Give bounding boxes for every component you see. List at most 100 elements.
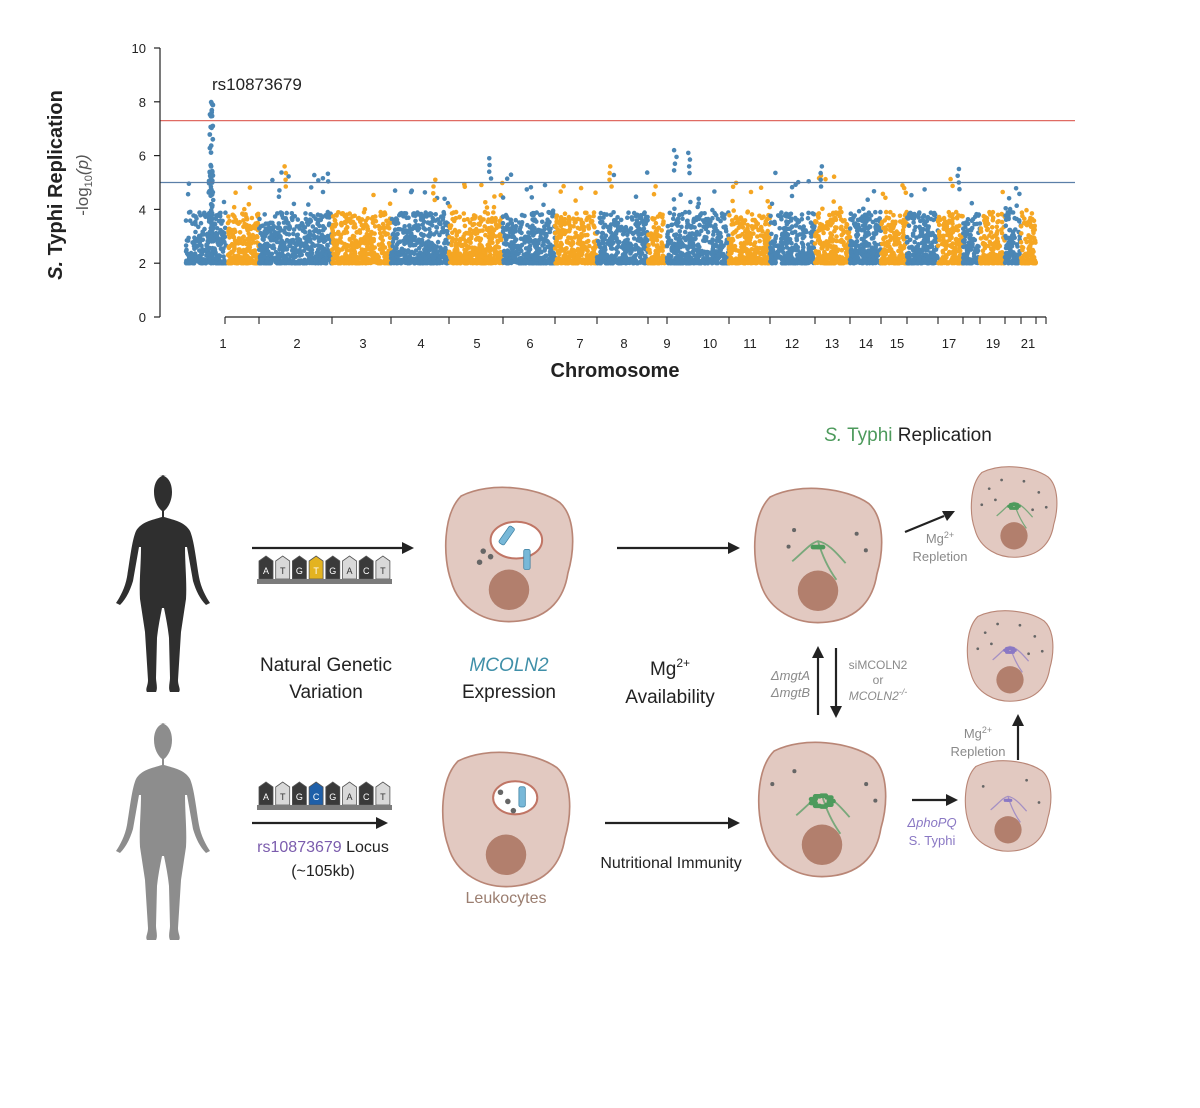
data-point (278, 234, 283, 239)
data-point (318, 253, 323, 259)
data-point (700, 259, 706, 265)
data-point (800, 252, 805, 258)
data-point (720, 214, 725, 219)
data-point (735, 217, 741, 223)
data-point (644, 170, 650, 175)
data-point (763, 221, 768, 227)
data-point (883, 209, 889, 215)
data-point (665, 234, 670, 240)
data-point (273, 237, 279, 243)
data-point (262, 231, 268, 236)
data-point (260, 236, 266, 242)
data-point (779, 210, 784, 215)
data-point (752, 240, 758, 245)
data-point (823, 251, 828, 257)
data-point (397, 227, 403, 232)
data-point (675, 223, 680, 228)
data-point (695, 243, 700, 248)
data-point (874, 242, 879, 248)
data-point (579, 231, 584, 237)
data-point (220, 218, 225, 224)
data-point (332, 217, 338, 223)
data-point (595, 238, 601, 244)
data-point (198, 220, 204, 226)
data-point (716, 231, 721, 237)
data-point (338, 232, 344, 238)
data-point (642, 239, 648, 245)
data-point (677, 255, 683, 261)
data-point (232, 227, 237, 233)
data-point (532, 230, 538, 235)
data-point (691, 219, 696, 225)
data-point (487, 246, 493, 252)
data-point (457, 238, 463, 243)
data-point (421, 219, 427, 225)
data-point (502, 233, 508, 238)
data-point (586, 223, 591, 229)
data-point (741, 255, 746, 260)
data-point (530, 217, 535, 222)
data-point (615, 220, 621, 226)
data-point (473, 214, 478, 219)
data-point (279, 211, 285, 216)
data-point (312, 172, 317, 178)
data-point (598, 245, 603, 250)
data-point (530, 260, 536, 266)
data-point (488, 260, 494, 266)
data-point (503, 254, 509, 259)
data-point (677, 229, 683, 234)
data-point (710, 253, 715, 258)
data-point (273, 249, 279, 255)
data-point (598, 260, 603, 266)
data-point (466, 244, 471, 250)
data-point (263, 226, 269, 231)
data-point (768, 247, 774, 253)
data-point (678, 250, 683, 255)
data-point (610, 260, 616, 266)
data-point (417, 245, 422, 251)
data-point (773, 234, 779, 239)
data-point (847, 226, 853, 231)
data-point (620, 232, 626, 237)
data-point (217, 211, 223, 216)
data-point (593, 190, 598, 195)
data-point (764, 239, 769, 244)
data-point (380, 244, 386, 250)
data-point (683, 237, 689, 243)
data-point (832, 246, 838, 251)
data-point (311, 234, 317, 239)
data-point (716, 252, 721, 258)
data-point (816, 211, 822, 216)
data-point (539, 219, 545, 225)
data-point (303, 235, 309, 241)
data-point (308, 185, 314, 190)
data-point (246, 239, 252, 244)
data-point (405, 249, 411, 255)
data-point (233, 190, 238, 195)
data-point (358, 239, 363, 245)
data-point (859, 218, 865, 223)
data-point (496, 253, 502, 259)
data-point (679, 224, 684, 230)
data-point (814, 250, 819, 256)
data-point (409, 242, 414, 247)
data-point (394, 260, 400, 266)
data-point (408, 237, 414, 242)
data-point (217, 237, 222, 242)
data-point (646, 258, 651, 263)
data-point (278, 241, 284, 247)
data-point (556, 255, 562, 261)
data-point (310, 224, 316, 229)
data-point (850, 242, 855, 248)
data-point (789, 184, 795, 190)
data-point (222, 240, 227, 245)
data-point (378, 209, 384, 215)
data-point (831, 199, 836, 204)
data-point (839, 224, 844, 230)
data-point (646, 242, 651, 248)
data-point (871, 260, 876, 266)
data-point (584, 247, 589, 252)
data-point (537, 212, 543, 218)
data-point (739, 242, 744, 247)
